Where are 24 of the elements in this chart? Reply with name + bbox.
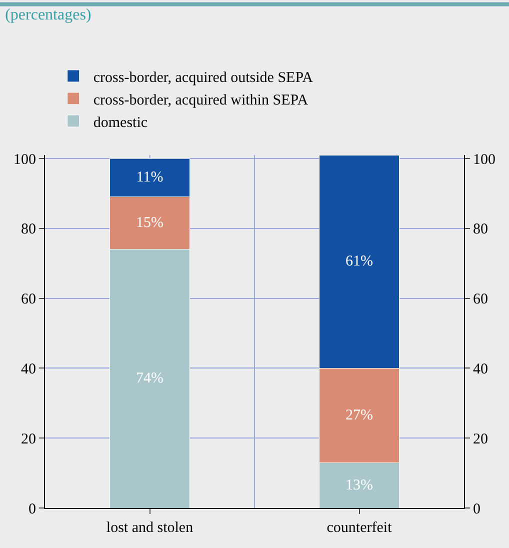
y2-tick-label: 0 xyxy=(473,501,480,518)
y2-tick-label: 20 xyxy=(473,431,488,448)
y2-tick-label: 80 xyxy=(473,222,488,238)
x-tick-label: counterfeit xyxy=(326,520,393,536)
data-label: 61% xyxy=(346,254,373,270)
data-label: 74% xyxy=(136,370,164,387)
y2-tick-label: 100 xyxy=(473,152,496,168)
y-tick-label: 20 xyxy=(21,431,36,448)
y-tick-label: 60 xyxy=(21,292,36,308)
data-label: 13% xyxy=(346,477,373,494)
data-label: 11% xyxy=(136,170,164,186)
y2-tick-label: 40 xyxy=(473,361,488,378)
y-tick-label: 0 xyxy=(28,501,36,518)
y-tick-label: 100 xyxy=(14,152,36,168)
legend-label: cross-border, acquired within SEPA xyxy=(93,92,308,108)
chart-title: (percentages) xyxy=(5,6,92,24)
y-tick-label: 40 xyxy=(21,361,36,378)
data-label: 15% xyxy=(136,215,164,232)
legend-label: cross-border, acquired outside SEPA xyxy=(93,70,314,86)
y2-tick-label: 60 xyxy=(473,292,488,308)
data-label: 27% xyxy=(346,407,373,424)
legend-label: domestic xyxy=(93,114,148,131)
x-tick-label: lost and stolen xyxy=(106,520,194,536)
y-tick-label: 80 xyxy=(21,222,36,238)
